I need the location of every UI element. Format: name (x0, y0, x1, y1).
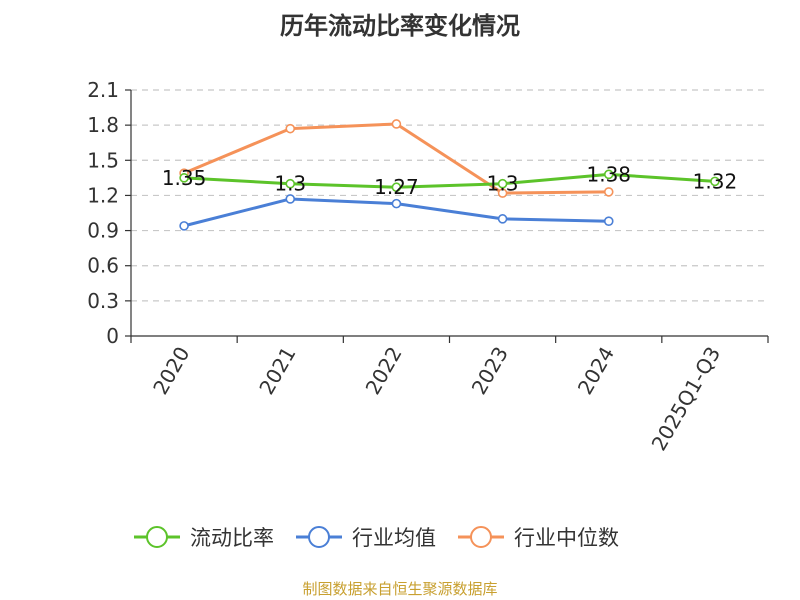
legend-label: 流动比率 (190, 526, 274, 550)
data-label-0: 1.35 (162, 166, 207, 190)
y-tick-label-1: 0.3 (87, 289, 119, 313)
source-note: 制图数据来自恒生聚源数据库 (302, 580, 498, 598)
series-2-point-2 (391, 119, 402, 129)
legend-swatch-circle (308, 526, 330, 548)
series-2-point-3 (497, 188, 508, 198)
data-label-5: 1.32 (693, 169, 738, 193)
legend-label: 行业中位数 (514, 526, 619, 550)
series-lines (183, 122, 716, 228)
series-0-point-4 (603, 169, 614, 180)
x-tick-label-1: 2021 (254, 343, 300, 399)
legend-swatch-circle (146, 526, 168, 548)
series-0-point-3 (497, 178, 508, 189)
series-1-point-3 (497, 214, 508, 224)
legend-swatch-circle (470, 526, 492, 548)
legend-item-0[interactable]: 流动比率 (134, 526, 274, 550)
data-label-4: 1.38 (586, 162, 631, 186)
y-tick-labels: 0 0.3 0.6 0.9 1.2 1.5 1.8 2.1 (87, 78, 119, 348)
y-tick-label-4: 1.2 (87, 183, 119, 207)
data-label-2: 1.27 (374, 175, 419, 199)
x-tick-label-0: 2020 (148, 343, 194, 399)
legend-item-2[interactable]: 行业中位数 (458, 526, 619, 550)
series-0-point-1 (285, 178, 296, 189)
grid-lines (131, 89, 768, 302)
series-2-point-4 (603, 187, 614, 197)
series-1-point-0 (179, 221, 189, 231)
data-label-3: 1.3 (487, 172, 519, 196)
series-0-point-2 (391, 182, 402, 193)
y-tick-label-0: 0 (106, 324, 119, 348)
series-points (179, 119, 720, 231)
x-tick-label-2: 2022 (361, 343, 407, 399)
data-labels: 1.35 1.3 1.27 1.3 1.38 1.32 (162, 162, 737, 199)
y-tick-label-6: 1.8 (87, 113, 119, 137)
data-label-1: 1.3 (274, 172, 306, 196)
x-tick-labels: 2020 2021 2022 2023 2024 2025Q1-Q3 (148, 343, 725, 455)
legend: 流动比率 行业均值 行业中位数 (134, 526, 619, 550)
series-0-point-5 (710, 176, 720, 187)
y-tick-label-3: 0.9 (87, 219, 119, 243)
series-1-point-4 (603, 216, 614, 226)
x-tick-label-5: 2025Q1-Q3 (647, 343, 726, 455)
series-1-point-1 (285, 194, 296, 204)
y-tick-label-5: 1.5 (87, 148, 119, 172)
y-tick-label-2: 0.6 (87, 254, 119, 278)
series-0-point-0 (179, 173, 189, 183)
x-tick-label-4: 2024 (573, 343, 619, 399)
legend-label: 行业均值 (352, 526, 436, 550)
y-tick-label-7: 2.1 (87, 78, 119, 102)
series-line-0 (184, 172, 716, 189)
axes (125, 89, 769, 343)
series-1-point-2 (391, 198, 402, 209)
legend-item-1[interactable]: 行业均值 (296, 526, 436, 550)
x-tick-label-3: 2023 (467, 343, 513, 399)
series-2-point-1 (285, 123, 296, 134)
chart-title: 历年流动比率变化情况 (280, 12, 520, 40)
